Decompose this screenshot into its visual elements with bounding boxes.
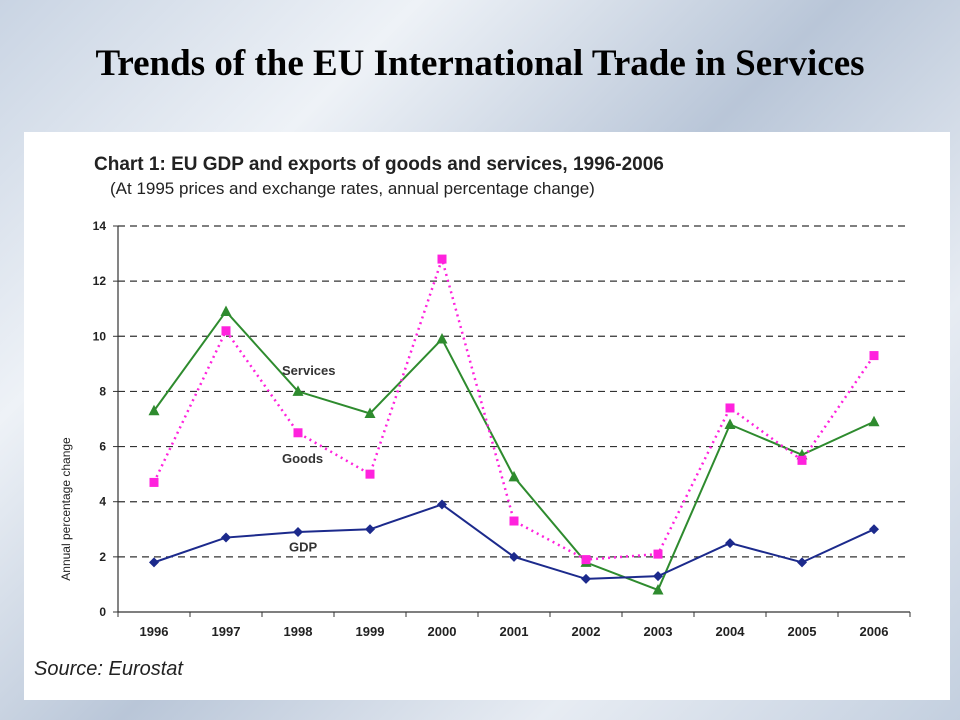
point-goods [149,477,159,487]
point-gdp [725,538,735,549]
y-tick-label: 4 [99,495,106,509]
point-goods [725,403,735,413]
series-label-goods: Goods [282,451,323,466]
slide-title: Trends of the EU International Trade in … [95,43,865,84]
point-goods [437,254,447,264]
y-tick-label: 2 [99,550,106,564]
x-tick-label: 2000 [428,624,457,639]
y-tick-label: 12 [93,274,107,288]
point-services [652,583,664,595]
chart-title: Chart 1: EU GDP and exports of goods and… [94,154,664,175]
point-gdp [221,532,231,543]
point-goods [221,326,231,336]
point-gdp [437,499,447,510]
point-gdp [365,524,375,535]
x-tick-label: 2004 [716,624,746,639]
point-gdp [869,524,879,535]
y-tick-label: 8 [99,384,106,398]
x-tick-label: 2002 [572,624,601,639]
point-goods [509,516,519,526]
point-goods [797,455,807,465]
point-gdp [149,557,159,568]
point-services [148,404,160,416]
series-label-gdp: GDP [289,539,318,554]
point-goods [653,549,663,559]
chart-panel: Chart 1: EU GDP and exports of goods and… [24,132,950,700]
point-services [436,333,448,344]
x-tick-label: 2006 [860,624,889,639]
x-tick-label: 1996 [140,624,169,639]
point-gdp [581,573,591,584]
series-label-services: Services [282,363,336,378]
point-gdp [653,571,663,582]
point-services [364,407,376,418]
point-gdp [293,527,303,538]
chart-subtitle: (At 1995 prices and exchange rates, annu… [110,179,595,198]
point-goods [869,351,879,361]
point-goods [293,428,303,438]
plot-area: 0 2 4 6 8 10 12 14 1996 1997 1998 1999 2000 2001 2002 2… [93,219,911,639]
point-services [292,385,304,396]
y-tick-label: 0 [99,605,106,619]
point-services [508,470,520,482]
y-axis-label: Annual percentage change [59,437,73,581]
point-gdp [509,551,519,562]
point-services [724,418,736,430]
x-tick-label: 2001 [500,624,529,639]
x-tick-label: 2005 [788,624,817,639]
x-tick-label: 1999 [356,624,385,639]
series-line-services [153,309,875,592]
point-services [220,305,232,316]
y-tick-label: 6 [99,440,106,454]
x-tick-label: 1998 [284,624,313,639]
point-goods [365,469,375,479]
point-goods [581,555,591,565]
line-chart: Chart 1: EU GDP and exports of goods and… [59,154,911,639]
point-services [868,415,880,427]
x-tick-label: 1997 [212,624,241,639]
y-tick-label: 10 [93,329,107,343]
x-tick-label: 2003 [644,624,673,639]
series-line-gdp [153,503,875,580]
point-gdp [797,557,807,568]
series-line-goods [152,254,876,561]
source-note: Source: Eurostat [34,658,183,680]
y-tick-label: 14 [93,219,107,233]
